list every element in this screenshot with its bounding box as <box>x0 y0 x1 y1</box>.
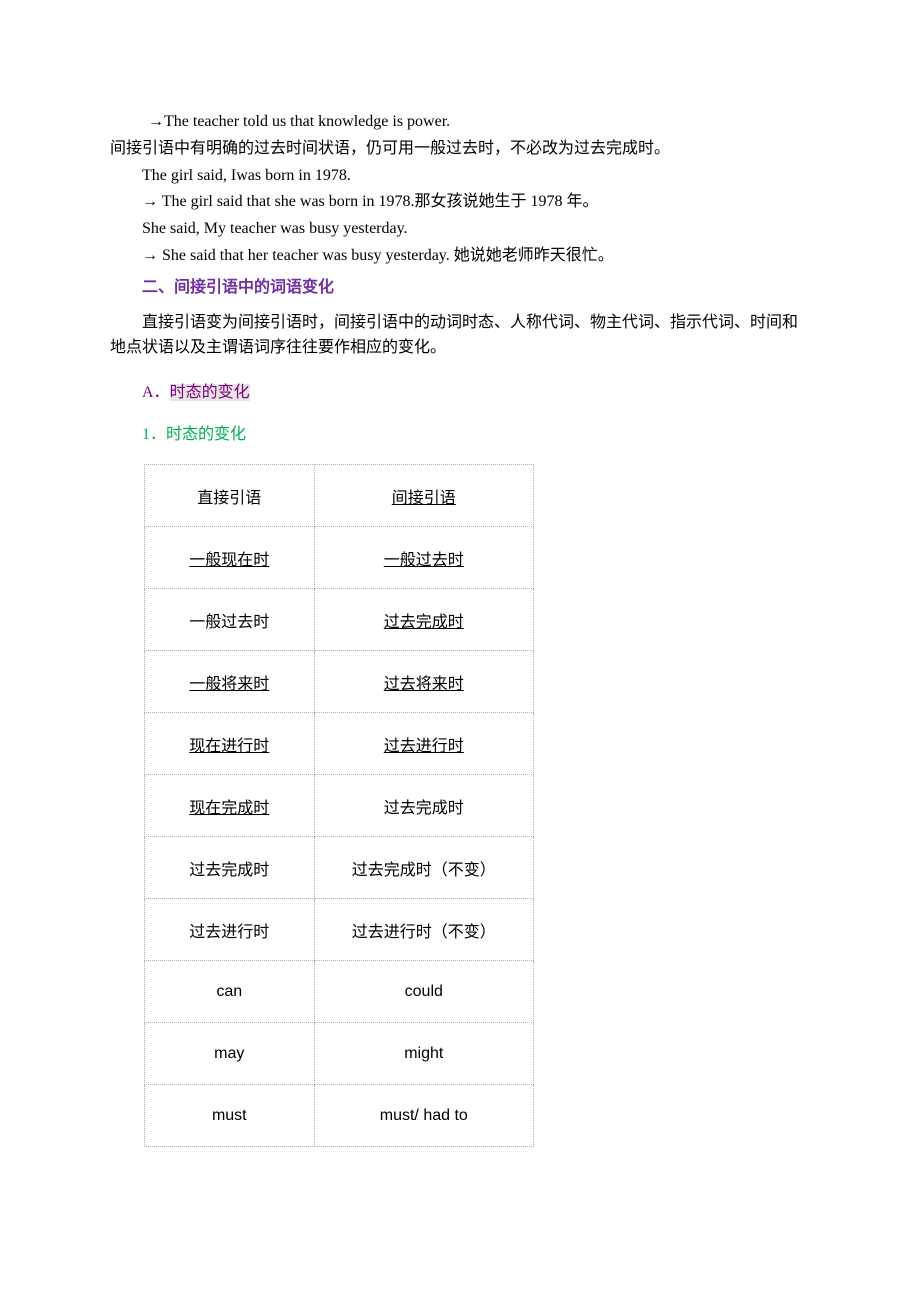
cell-indirect: might <box>314 1023 533 1085</box>
cell-direct: may <box>145 1023 315 1085</box>
example-1b: → The girl said that she was born in 197… <box>110 190 810 215</box>
table-row: 一般过去时过去完成时 <box>145 589 534 651</box>
cell-indirect: 过去完成时 <box>314 775 533 837</box>
th-indirect: 间接引语 <box>314 465 533 527</box>
table-row: 过去进行时过去进行时（不变） <box>145 899 534 961</box>
cell-direct: 一般将来时 <box>145 651 315 713</box>
example-2b: → She said that her teacher was busy yes… <box>110 244 810 269</box>
example-2a: She said, My teacher was busy yesterday. <box>110 217 810 242</box>
subsection-a-text: 时态的变化 <box>170 384 250 401</box>
cell-indirect: could <box>314 961 533 1023</box>
cell-direct: 一般过去时 <box>145 589 315 651</box>
subsection-1: 1．时态的变化 <box>110 420 810 444</box>
cell-indirect: 过去进行时（不变） <box>314 899 533 961</box>
intro-paragraph: 间接引语中有明确的过去时间状语，仍可用一般过去时，不必改为过去完成时。 <box>110 137 810 162</box>
cell-direct: 过去进行时 <box>145 899 315 961</box>
subsection-a-letter: A． <box>142 384 170 401</box>
section-2-body: 直接引语变为间接引语时，间接引语中的动词时态、人称代词、物主代词、指示代词、时间… <box>110 311 810 361</box>
table-row: cancould <box>145 961 534 1023</box>
section-2-title: 二、间接引语中的词语变化 <box>110 273 810 297</box>
table-row: 现在进行时过去进行时 <box>145 713 534 775</box>
subsection-a: A．时态的变化 <box>110 378 810 402</box>
table-row: 一般将来时过去将来时 <box>145 651 534 713</box>
cell-indirect: 过去将来时 <box>314 651 533 713</box>
cell-direct: 一般现在时 <box>145 527 315 589</box>
table-row: maymight <box>145 1023 534 1085</box>
table-header-row: 直接引语 间接引语 <box>145 465 534 527</box>
cell-direct: 过去完成时 <box>145 837 315 899</box>
example-sentence: →The teacher told us that knowledge is p… <box>110 110 810 135</box>
cell-direct: can <box>145 961 315 1023</box>
cell-direct: must <box>145 1085 315 1147</box>
table-row: 一般现在时一般过去时 <box>145 527 534 589</box>
example-1a: The girl said, Iwas born in 1978. <box>110 164 810 189</box>
cell-indirect: must/ had to <box>314 1085 533 1147</box>
cell-indirect: 过去进行时 <box>314 713 533 775</box>
table-row: 现在完成时过去完成时 <box>145 775 534 837</box>
cell-direct: 现在进行时 <box>145 713 315 775</box>
th-direct: 直接引语 <box>145 465 315 527</box>
table-row: 过去完成时过去完成时（不变） <box>145 837 534 899</box>
cell-indirect: 过去完成时 <box>314 589 533 651</box>
tense-table: 直接引语 间接引语 一般现在时一般过去时一般过去时过去完成时一般将来时过去将来时… <box>144 464 534 1147</box>
cell-direct: 现在完成时 <box>145 775 315 837</box>
cell-indirect: 一般过去时 <box>314 527 533 589</box>
cell-indirect: 过去完成时（不变） <box>314 837 533 899</box>
table-row: mustmust/ had to <box>145 1085 534 1147</box>
